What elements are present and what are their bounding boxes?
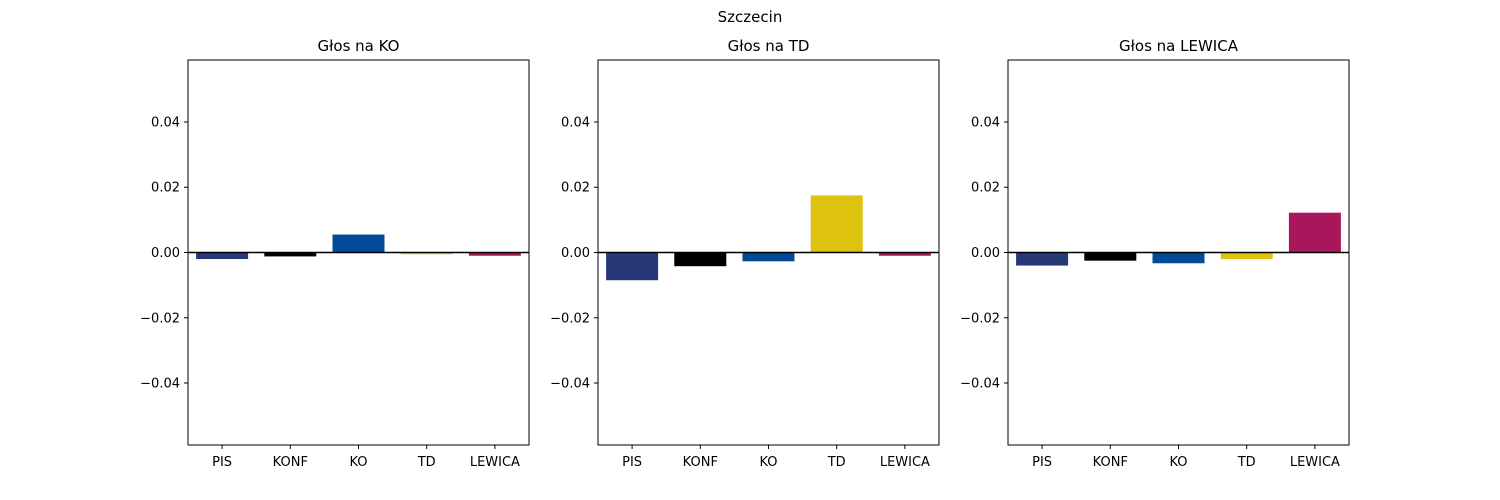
x-tick-label: LEWICA — [470, 455, 520, 470]
bar-pis — [1016, 252, 1069, 266]
y-tick-label: 0.00 — [561, 246, 590, 261]
chart-panel-1: Głos na KO −0.04 −0.02 0.00 0.02 0.04 PIS KONF K… — [140, 37, 530, 470]
y-tick-label: −0.04 — [550, 377, 590, 392]
x-tick-label: PIS — [622, 455, 642, 470]
y-tick-label: −0.04 — [140, 377, 180, 392]
bar-ko — [332, 234, 385, 253]
bar-lewica — [1288, 212, 1341, 253]
bar-konf — [1084, 252, 1137, 261]
figure-suptitle: Szczecin — [718, 8, 783, 26]
x-tick-label: TD — [417, 455, 436, 470]
bar-td — [400, 252, 453, 255]
bar-pis — [196, 252, 249, 260]
x-tick-label: KO — [759, 455, 777, 470]
y-tick-label: 0.04 — [151, 115, 180, 130]
x-tick-label: KO — [349, 455, 367, 470]
y-tick-label: 0.02 — [151, 181, 180, 196]
bar-konf — [264, 252, 317, 257]
y-tick-label: 0.04 — [561, 115, 590, 130]
y-tick-label: −0.02 — [140, 311, 180, 326]
y-tick-label: 0.04 — [971, 115, 1000, 130]
x-tick-label: PIS — [1032, 455, 1052, 470]
y-tick-label: −0.02 — [550, 311, 590, 326]
x-tick-label: KONF — [683, 455, 718, 470]
x-tick-label: KO — [1169, 455, 1187, 470]
y-tick-label: −0.04 — [960, 377, 1000, 392]
bar-td — [810, 195, 863, 253]
chart-panel-2: Głos na TD −0.04 −0.02 0.00 0.02 0.04 PIS KONF K… — [550, 37, 940, 470]
x-tick-label: LEWICA — [880, 455, 930, 470]
bar-lewica — [468, 252, 521, 256]
x-tick-label: LEWICA — [1290, 455, 1340, 470]
y-tick-label: 0.00 — [971, 246, 1000, 261]
x-tick-label: TD — [827, 455, 846, 470]
x-tick-label: KONF — [1093, 455, 1128, 470]
chart-panels: Głos na KO −0.04 −0.02 0.00 0.02 0.04 PIS KONF K… — [140, 37, 1350, 470]
y-tick-label: 0.02 — [971, 181, 1000, 196]
x-tick-label: KONF — [273, 455, 308, 470]
x-tick-label: PIS — [212, 455, 232, 470]
y-tick-label: 0.02 — [561, 181, 590, 196]
bar-ko — [1152, 252, 1205, 264]
y-tick-label: 0.00 — [151, 246, 180, 261]
bar-lewica — [878, 252, 931, 256]
chart-panel-3: Głos na LEWICA −0.04 −0.02 0.00 0.02 0.04 PIS K… — [960, 37, 1350, 470]
bar-pis — [606, 252, 659, 281]
panel-title: Głos na TD — [728, 37, 810, 55]
bar-td — [1220, 252, 1273, 260]
panel-title: Głos na KO — [318, 37, 400, 55]
bar-ko — [742, 252, 795, 262]
x-tick-label: TD — [1237, 455, 1256, 470]
bar-konf — [674, 252, 727, 267]
panel-title: Głos na LEWICA — [1119, 37, 1239, 55]
y-tick-label: −0.02 — [960, 311, 1000, 326]
